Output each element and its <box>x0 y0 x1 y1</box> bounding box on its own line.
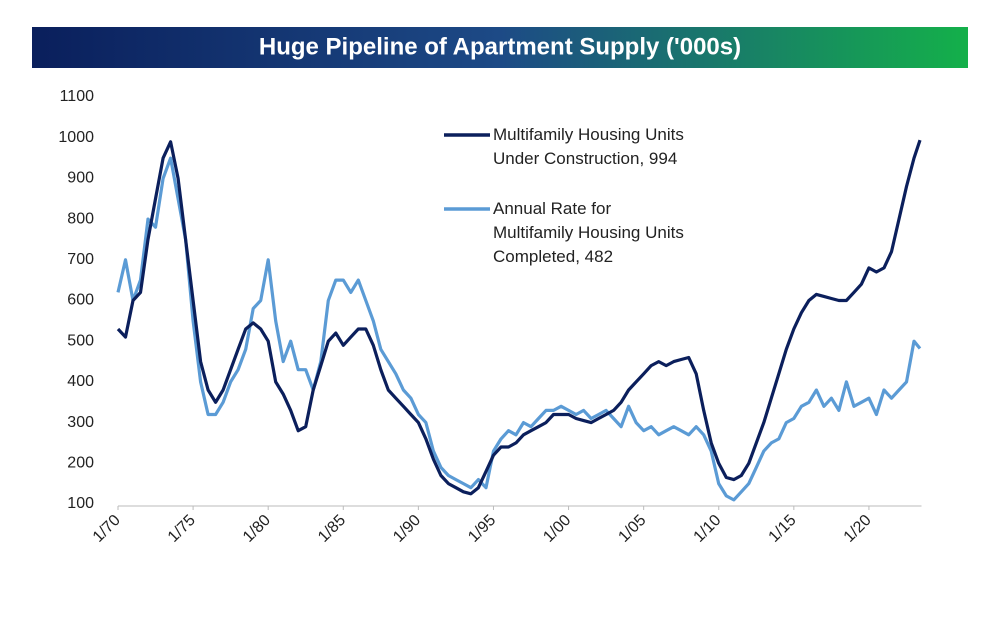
x-tick-label: 1/15 <box>766 512 800 546</box>
x-tick-label: 1/20 <box>841 512 875 546</box>
y-tick-label: 100 <box>67 495 94 512</box>
x-tick-label: 1/70 <box>90 512 124 546</box>
y-tick-label: 900 <box>67 170 94 187</box>
x-tick-label: 1/00 <box>540 512 574 546</box>
series-line <box>116 139 922 496</box>
x-tick-label: 1/95 <box>465 512 499 546</box>
y-tick-label: 200 <box>67 455 94 472</box>
y-tick-label: 500 <box>67 332 94 349</box>
y-tick-label: 700 <box>67 251 94 268</box>
x-tick-label: 1/10 <box>691 512 725 546</box>
y-tick-label: 1000 <box>58 129 94 146</box>
x-tick-label: 1/05 <box>615 512 649 546</box>
legend-label: Multifamily Housing Units Under Construc… <box>493 125 684 168</box>
y-tick-label: 800 <box>67 210 94 227</box>
y-tick-label: 300 <box>67 414 94 431</box>
x-tick-label: 1/75 <box>165 512 199 546</box>
x-tick-label: 1/90 <box>390 512 424 546</box>
series-line <box>116 156 922 502</box>
title-banner <box>32 27 968 68</box>
y-tick-label: 400 <box>67 373 94 390</box>
x-tick-label: 1/85 <box>315 512 349 546</box>
x-tick-label: 1/80 <box>240 512 274 546</box>
y-tick-label: 600 <box>67 292 94 309</box>
chart-title: Huge Pipeline of Apartment Supply ('000s… <box>259 33 741 60</box>
y-tick-label: 1100 <box>60 88 95 105</box>
legend-label: Annual Rate for Multifamily Housing Unit… <box>493 199 684 266</box>
